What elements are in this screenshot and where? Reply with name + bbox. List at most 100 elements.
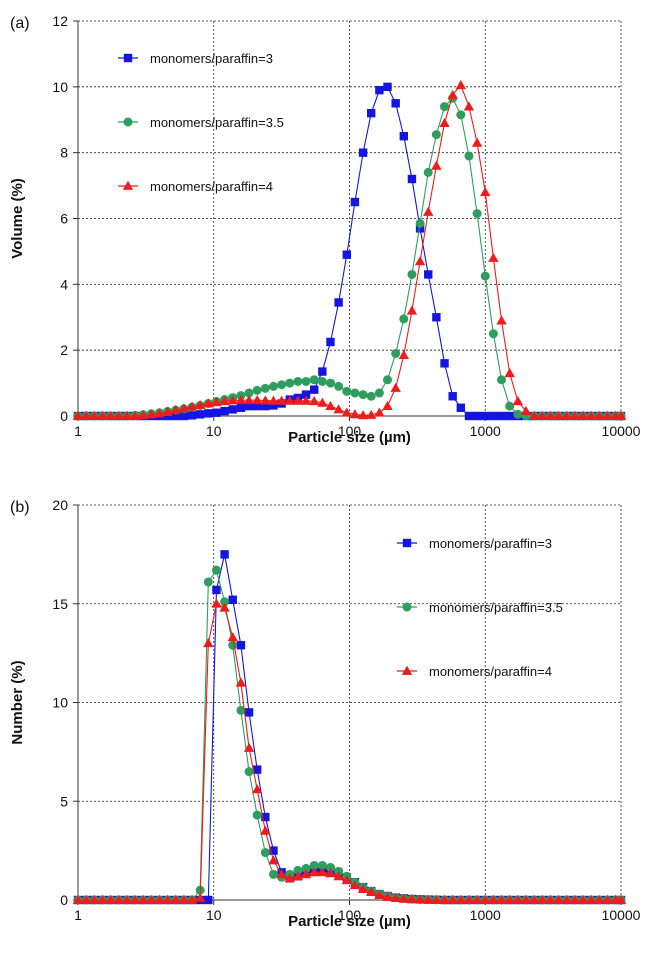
data-point xyxy=(382,375,392,385)
data-point xyxy=(585,410,597,420)
data-point xyxy=(72,410,84,420)
data-point xyxy=(481,411,490,421)
data-point xyxy=(358,148,368,157)
data-point xyxy=(480,271,490,281)
data-point xyxy=(414,256,426,266)
x-tick-label: 1000 xyxy=(470,423,501,439)
data-point xyxy=(496,894,507,904)
data-point xyxy=(228,595,237,604)
data-point xyxy=(366,391,376,401)
data-point xyxy=(406,305,418,315)
data-point xyxy=(357,410,369,420)
data-point xyxy=(325,400,336,411)
data-point xyxy=(414,894,426,904)
data-point xyxy=(97,410,108,420)
data-point xyxy=(309,395,320,406)
data-point xyxy=(480,894,491,904)
data-point xyxy=(391,348,401,358)
data-point xyxy=(137,410,149,420)
data-point xyxy=(186,894,198,904)
x-tick-label: 10000 xyxy=(602,423,641,439)
data-point xyxy=(146,894,157,904)
data-point xyxy=(309,375,319,385)
y-tick-label: 4 xyxy=(60,276,68,292)
data-point xyxy=(162,406,173,416)
y-tick-label: 12 xyxy=(52,13,68,29)
data-point xyxy=(268,855,279,865)
data-point xyxy=(317,867,328,877)
y-axis-label: Number (%) xyxy=(9,660,26,744)
panel-label: (b) xyxy=(10,499,30,516)
data-point xyxy=(366,409,377,419)
series-3 xyxy=(72,79,627,420)
data-point xyxy=(602,410,613,420)
data-point xyxy=(244,708,254,717)
data-point xyxy=(537,894,548,904)
data-point xyxy=(244,388,254,398)
data-point xyxy=(252,765,262,774)
x-tick-label: 10000 xyxy=(602,907,641,923)
data-point xyxy=(504,894,515,904)
data-point xyxy=(292,871,304,881)
y-axis-label: Volume (%) xyxy=(9,178,26,259)
data-point xyxy=(203,398,214,408)
data-point xyxy=(407,174,417,184)
data-point xyxy=(163,411,172,421)
data-point xyxy=(447,894,458,904)
data-point xyxy=(561,894,572,904)
data-point xyxy=(357,883,369,894)
data-point xyxy=(105,410,116,420)
data-point xyxy=(203,577,213,587)
legend-label: monomers/paraffin=3.5 xyxy=(429,600,563,615)
data-point xyxy=(129,894,141,904)
data-point xyxy=(219,395,230,406)
y-tick-label: 20 xyxy=(52,497,68,513)
data-point xyxy=(512,894,524,904)
data-point xyxy=(398,893,410,903)
data-point xyxy=(382,891,393,901)
data-point xyxy=(349,409,361,419)
data-point xyxy=(455,79,467,90)
data-point xyxy=(317,376,327,386)
data-point xyxy=(448,392,457,401)
data-point xyxy=(342,250,351,259)
legend-label: monomers/paraffin=3 xyxy=(150,51,273,66)
x-tick-label: 100 xyxy=(338,907,362,923)
data-point xyxy=(382,400,393,411)
data-point xyxy=(260,825,271,835)
legend-entry-2: monomers/paraffin=3.5 xyxy=(118,115,284,130)
data-point xyxy=(154,408,165,418)
legend-entry-3: monomers/paraffin=4 xyxy=(397,664,552,679)
data-point xyxy=(244,767,254,777)
data-point xyxy=(89,894,100,904)
data-point xyxy=(325,378,335,388)
data-point xyxy=(301,390,311,399)
data-point xyxy=(203,638,214,648)
data-point xyxy=(406,894,418,904)
legend-label: monomers/paraffin=4 xyxy=(429,664,552,679)
data-point xyxy=(276,869,287,879)
data-point xyxy=(211,598,222,608)
data-point xyxy=(545,894,556,904)
x-tick-label: 100 xyxy=(338,423,362,439)
data-point xyxy=(178,894,190,904)
data-point xyxy=(528,894,540,904)
data-point xyxy=(268,869,278,879)
data-point xyxy=(260,383,270,393)
data-point xyxy=(113,894,124,904)
data-point xyxy=(341,875,352,885)
data-point xyxy=(456,110,466,120)
data-point xyxy=(594,410,605,420)
data-point xyxy=(569,410,581,420)
data-point xyxy=(407,269,417,279)
series-line xyxy=(78,602,621,901)
data-point xyxy=(334,381,344,391)
data-point xyxy=(212,408,221,417)
data-point xyxy=(391,99,400,108)
data-point xyxy=(162,894,173,904)
data-point xyxy=(333,871,344,881)
data-point xyxy=(585,894,597,904)
x-axis-label: Particle size (µm) xyxy=(288,913,411,930)
legend-label: monomers/paraffin=3 xyxy=(429,536,552,551)
